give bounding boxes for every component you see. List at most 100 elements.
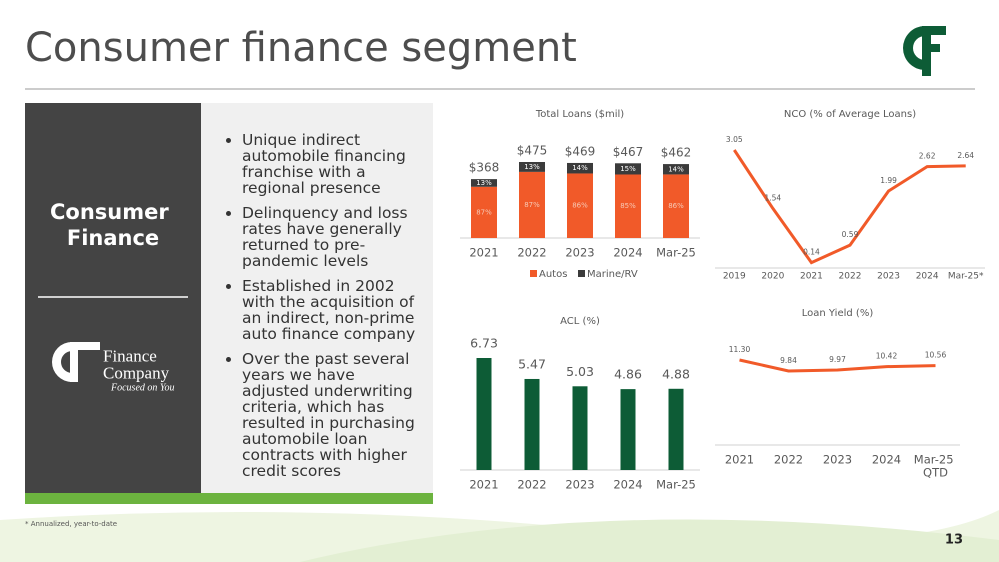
value-label: 3.05 [726, 135, 743, 144]
segment-label: 86% [668, 202, 684, 210]
bar [620, 389, 636, 470]
segment-label: 14% [668, 165, 684, 173]
bar-segment [615, 174, 641, 238]
value-label: 2.62 [919, 152, 936, 161]
sidebar-logo [70, 342, 100, 350]
x-tick-label: 2021 [469, 478, 498, 492]
bar [572, 386, 588, 470]
segment-label: 85% [620, 202, 636, 210]
sidebar-heading: Consumer Finance [50, 200, 176, 250]
bar-segment [567, 162, 593, 174]
corner-logo [903, 26, 946, 76]
bar-segment [663, 164, 689, 175]
bar-segment [519, 171, 545, 238]
segment-label: 13% [524, 163, 540, 171]
bar-segment [615, 163, 641, 175]
value-label: 0.59 [842, 230, 859, 239]
chart-title: NCO (% of Average Loans) [784, 109, 916, 120]
bar [476, 358, 492, 470]
chart-title: ACL (%) [560, 316, 600, 327]
x-tick-label: 2023 [877, 272, 900, 282]
bullet: Established in 2002 with the acquisition… [242, 278, 422, 342]
bullet: Over the past several years we have adju… [242, 351, 422, 479]
bullets: Unique indirect automobile financing fra… [222, 132, 422, 488]
x-tick-label: Mar-25 [656, 478, 696, 492]
x-tick-label: 2023 [565, 478, 594, 492]
segment-label: 87% [476, 208, 492, 216]
x-tick-label: 2022 [839, 272, 862, 282]
value-label: 5.47 [518, 356, 546, 371]
x-tick-label: 2021 [725, 453, 754, 467]
segment-label: 15% [620, 165, 636, 173]
chart-title: Total Loans ($mil) [535, 109, 624, 120]
sidebar [25, 103, 201, 493]
value-label: 9.84 [780, 356, 797, 365]
bar-segment [519, 162, 545, 172]
total-label: $467 [613, 145, 644, 159]
x-tick-label: 2023 [823, 453, 852, 467]
bullet-list: Unique indirect automobile financing fra… [222, 132, 422, 479]
value-label: 4.88 [662, 366, 690, 381]
legend-label: Autos [539, 269, 567, 280]
sidebar-logo [70, 342, 78, 382]
value-label: 0.14 [803, 248, 820, 257]
x-tick-label: Mar-25 QTD [914, 452, 957, 479]
value-label: 4.86 [614, 367, 642, 382]
bullet: Unique indirect automobile financing fra… [242, 132, 422, 196]
x-tick-label: 2024 [916, 272, 939, 282]
value-label: 1.54 [765, 193, 782, 202]
bar-segment [471, 186, 497, 238]
x-tick-label: 2021 [469, 246, 498, 260]
x-tick-label: 2020 [761, 272, 784, 282]
x-tick-label: Mar-25* [948, 272, 984, 282]
value-label: 11.30 [729, 345, 751, 354]
bar-segment [471, 179, 497, 187]
bar-segment [663, 174, 689, 238]
bar [668, 388, 684, 470]
accent-bar [25, 493, 433, 504]
bullet-panel [201, 103, 433, 493]
legend-swatch [578, 270, 585, 277]
x-tick-label: 2023 [565, 246, 594, 260]
logo-tagline: Focused on You [110, 382, 175, 393]
slide-title: Consumer finance segment [25, 25, 577, 71]
x-tick-label: 2022 [774, 453, 803, 467]
x-tick-label: 2022 [517, 478, 546, 492]
segment-label: 13% [476, 179, 492, 187]
segment-label: 86% [572, 202, 588, 210]
x-tick-label: 2024 [872, 453, 901, 467]
total-label: $368 [469, 161, 500, 175]
x-tick-label: 2024 [613, 478, 642, 492]
total-label: $475 [517, 144, 548, 158]
bar-segment [567, 173, 593, 238]
bg-wave [300, 519, 999, 562]
value-label: 2.64 [957, 151, 974, 160]
segment-label: 87% [524, 201, 540, 209]
value-label: 5.03 [566, 364, 594, 379]
line [739, 358, 936, 373]
bullet: Delinquency and loss rates have generall… [242, 205, 422, 269]
segment-label: 14% [572, 164, 588, 172]
chart-title: Loan Yield (%) [802, 308, 874, 319]
value-label: 9.97 [829, 355, 846, 364]
logo-name: Finance Company [103, 346, 170, 382]
sidebar-logo [52, 342, 72, 382]
x-tick-label: Mar-25 [656, 246, 696, 260]
legend-swatch [530, 270, 537, 277]
line [733, 149, 966, 265]
x-tick-label: 2024 [613, 246, 642, 260]
total-label: $469 [565, 144, 596, 158]
footnote: * Annualized, year-to-date [25, 520, 117, 528]
legend-label: Marine/RV [587, 269, 638, 280]
total-label: $462 [661, 146, 692, 160]
value-label: 6.73 [470, 336, 498, 351]
x-tick-label: 2019 [723, 272, 746, 282]
value-label: 1.99 [880, 176, 897, 185]
value-label: 10.42 [876, 352, 898, 361]
page-number: 13 [945, 533, 963, 548]
x-tick-label: 2022 [517, 246, 546, 260]
bar [524, 378, 540, 470]
value-label: 10.56 [925, 351, 947, 360]
